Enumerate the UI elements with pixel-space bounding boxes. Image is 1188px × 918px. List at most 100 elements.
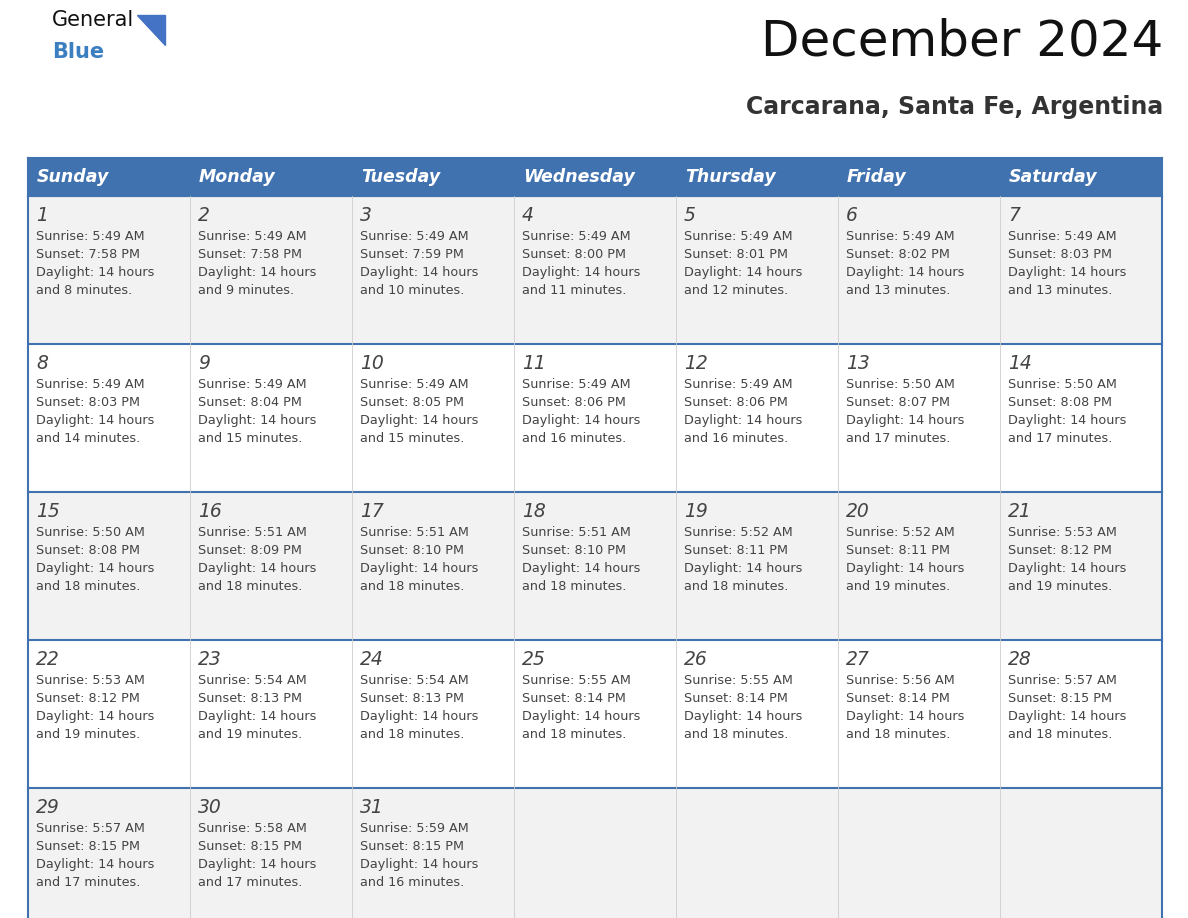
Text: 21: 21 bbox=[1007, 502, 1031, 521]
Text: Daylight: 14 hours: Daylight: 14 hours bbox=[684, 710, 802, 723]
Text: Sunrise: 5:54 AM: Sunrise: 5:54 AM bbox=[360, 674, 469, 687]
Text: Sunrise: 5:50 AM: Sunrise: 5:50 AM bbox=[1007, 378, 1117, 391]
Text: Sunset: 8:04 PM: Sunset: 8:04 PM bbox=[198, 396, 302, 409]
Text: Daylight: 14 hours: Daylight: 14 hours bbox=[198, 562, 316, 575]
Text: 15: 15 bbox=[36, 502, 59, 521]
Text: Tuesday: Tuesday bbox=[361, 168, 441, 186]
Bar bbox=[514, 158, 676, 196]
Text: Sunrise: 5:49 AM: Sunrise: 5:49 AM bbox=[522, 378, 631, 391]
Text: Sunset: 8:12 PM: Sunset: 8:12 PM bbox=[1007, 544, 1112, 557]
Text: Sunrise: 5:51 AM: Sunrise: 5:51 AM bbox=[360, 526, 469, 539]
Text: Sunset: 8:09 PM: Sunset: 8:09 PM bbox=[198, 544, 302, 557]
Text: and 17 minutes.: and 17 minutes. bbox=[846, 432, 950, 445]
Text: Daylight: 14 hours: Daylight: 14 hours bbox=[846, 562, 965, 575]
Text: 27: 27 bbox=[846, 650, 870, 669]
Text: and 16 minutes.: and 16 minutes. bbox=[684, 432, 789, 445]
Text: Sunset: 8:06 PM: Sunset: 8:06 PM bbox=[684, 396, 788, 409]
Text: Sunset: 8:14 PM: Sunset: 8:14 PM bbox=[684, 692, 788, 705]
Text: 17: 17 bbox=[360, 502, 384, 521]
Text: Sunrise: 5:51 AM: Sunrise: 5:51 AM bbox=[522, 526, 631, 539]
Text: Sunset: 8:15 PM: Sunset: 8:15 PM bbox=[198, 840, 302, 853]
Text: Sunrise: 5:53 AM: Sunrise: 5:53 AM bbox=[1007, 526, 1117, 539]
Text: and 19 minutes.: and 19 minutes. bbox=[1007, 580, 1112, 593]
Text: Sunrise: 5:49 AM: Sunrise: 5:49 AM bbox=[846, 230, 955, 243]
Text: Sunday: Sunday bbox=[37, 168, 109, 186]
Text: Carcarana, Santa Fe, Argentina: Carcarana, Santa Fe, Argentina bbox=[746, 95, 1163, 119]
Text: Sunrise: 5:49 AM: Sunrise: 5:49 AM bbox=[198, 230, 307, 243]
Text: and 17 minutes.: and 17 minutes. bbox=[1007, 432, 1112, 445]
Text: Daylight: 14 hours: Daylight: 14 hours bbox=[360, 858, 479, 871]
Text: 11: 11 bbox=[522, 354, 545, 373]
Text: Sunrise: 5:57 AM: Sunrise: 5:57 AM bbox=[1007, 674, 1117, 687]
Text: 1: 1 bbox=[36, 206, 48, 225]
Text: Sunrise: 5:49 AM: Sunrise: 5:49 AM bbox=[36, 378, 145, 391]
Text: Daylight: 14 hours: Daylight: 14 hours bbox=[36, 858, 154, 871]
Text: and 18 minutes.: and 18 minutes. bbox=[846, 728, 950, 741]
Text: Blue: Blue bbox=[52, 42, 105, 62]
Text: 10: 10 bbox=[360, 354, 384, 373]
Text: 16: 16 bbox=[198, 502, 222, 521]
Text: and 11 minutes.: and 11 minutes. bbox=[522, 284, 626, 297]
Text: 20: 20 bbox=[846, 502, 870, 521]
Text: Daylight: 14 hours: Daylight: 14 hours bbox=[846, 266, 965, 279]
Text: and 16 minutes.: and 16 minutes. bbox=[360, 876, 465, 889]
Text: Sunrise: 5:59 AM: Sunrise: 5:59 AM bbox=[360, 822, 469, 835]
Text: Sunrise: 5:49 AM: Sunrise: 5:49 AM bbox=[198, 378, 307, 391]
Text: Friday: Friday bbox=[847, 168, 906, 186]
Text: 4: 4 bbox=[522, 206, 533, 225]
Text: 29: 29 bbox=[36, 798, 59, 817]
Text: Sunrise: 5:49 AM: Sunrise: 5:49 AM bbox=[1007, 230, 1117, 243]
Text: Sunset: 8:08 PM: Sunset: 8:08 PM bbox=[36, 544, 140, 557]
Text: Sunset: 8:15 PM: Sunset: 8:15 PM bbox=[360, 840, 465, 853]
Text: 23: 23 bbox=[198, 650, 222, 669]
Text: and 15 minutes.: and 15 minutes. bbox=[360, 432, 465, 445]
Bar bbox=[676, 158, 838, 196]
Text: Daylight: 14 hours: Daylight: 14 hours bbox=[684, 266, 802, 279]
Text: Daylight: 14 hours: Daylight: 14 hours bbox=[522, 414, 640, 427]
Text: Sunset: 7:58 PM: Sunset: 7:58 PM bbox=[198, 248, 302, 261]
Text: Daylight: 14 hours: Daylight: 14 hours bbox=[360, 710, 479, 723]
Text: Sunset: 8:11 PM: Sunset: 8:11 PM bbox=[846, 544, 950, 557]
Text: Daylight: 14 hours: Daylight: 14 hours bbox=[198, 858, 316, 871]
Text: 3: 3 bbox=[360, 206, 372, 225]
Bar bbox=[29, 158, 190, 196]
Text: Daylight: 14 hours: Daylight: 14 hours bbox=[1007, 414, 1126, 427]
Text: 26: 26 bbox=[684, 650, 708, 669]
Text: Daylight: 14 hours: Daylight: 14 hours bbox=[1007, 562, 1126, 575]
Text: 14: 14 bbox=[1007, 354, 1031, 373]
Text: Sunrise: 5:50 AM: Sunrise: 5:50 AM bbox=[36, 526, 145, 539]
Text: Sunrise: 5:55 AM: Sunrise: 5:55 AM bbox=[684, 674, 792, 687]
Text: Sunrise: 5:56 AM: Sunrise: 5:56 AM bbox=[846, 674, 955, 687]
Text: Sunset: 8:15 PM: Sunset: 8:15 PM bbox=[36, 840, 140, 853]
Bar bbox=[838, 158, 1000, 196]
Text: and 9 minutes.: and 9 minutes. bbox=[198, 284, 295, 297]
Text: Sunset: 8:03 PM: Sunset: 8:03 PM bbox=[1007, 248, 1112, 261]
Text: and 13 minutes.: and 13 minutes. bbox=[1007, 284, 1112, 297]
Text: Sunset: 7:59 PM: Sunset: 7:59 PM bbox=[360, 248, 463, 261]
Text: Sunrise: 5:52 AM: Sunrise: 5:52 AM bbox=[684, 526, 792, 539]
Text: Sunrise: 5:51 AM: Sunrise: 5:51 AM bbox=[198, 526, 307, 539]
Text: Sunset: 8:05 PM: Sunset: 8:05 PM bbox=[360, 396, 465, 409]
Text: Daylight: 14 hours: Daylight: 14 hours bbox=[522, 266, 640, 279]
Text: and 13 minutes.: and 13 minutes. bbox=[846, 284, 950, 297]
Text: Sunset: 7:58 PM: Sunset: 7:58 PM bbox=[36, 248, 140, 261]
Text: and 18 minutes.: and 18 minutes. bbox=[684, 580, 789, 593]
Text: and 19 minutes.: and 19 minutes. bbox=[198, 728, 302, 741]
Text: Daylight: 14 hours: Daylight: 14 hours bbox=[1007, 710, 1126, 723]
Text: Sunrise: 5:49 AM: Sunrise: 5:49 AM bbox=[684, 378, 792, 391]
Text: 28: 28 bbox=[1007, 650, 1031, 669]
Text: Sunset: 8:13 PM: Sunset: 8:13 PM bbox=[198, 692, 302, 705]
Text: and 18 minutes.: and 18 minutes. bbox=[522, 728, 626, 741]
Bar bbox=[190, 158, 352, 196]
Text: 7: 7 bbox=[1007, 206, 1019, 225]
Text: Sunset: 8:14 PM: Sunset: 8:14 PM bbox=[846, 692, 950, 705]
Text: 2: 2 bbox=[198, 206, 210, 225]
Text: General: General bbox=[52, 10, 134, 30]
Text: 25: 25 bbox=[522, 650, 545, 669]
Text: Sunset: 8:10 PM: Sunset: 8:10 PM bbox=[360, 544, 465, 557]
Text: and 19 minutes.: and 19 minutes. bbox=[846, 580, 950, 593]
Text: and 18 minutes.: and 18 minutes. bbox=[198, 580, 303, 593]
Text: Daylight: 14 hours: Daylight: 14 hours bbox=[684, 562, 802, 575]
Text: and 10 minutes.: and 10 minutes. bbox=[360, 284, 465, 297]
Text: and 15 minutes.: and 15 minutes. bbox=[198, 432, 303, 445]
